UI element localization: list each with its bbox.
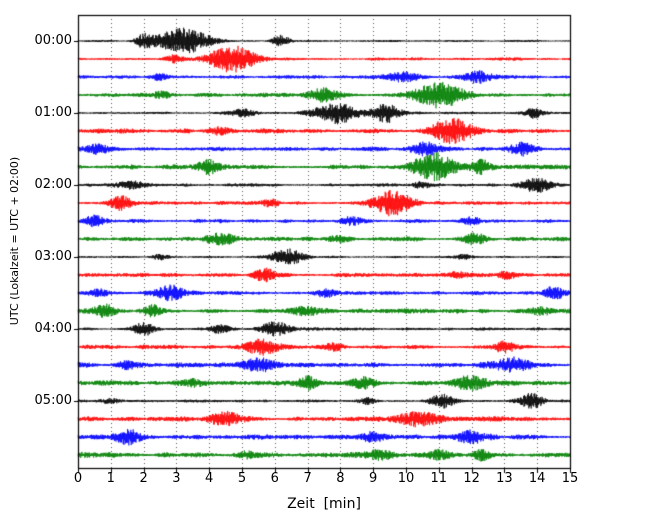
x-tick-label: 5 xyxy=(237,471,247,486)
y-tick-label: 00:00 xyxy=(34,33,72,48)
y-tick-label: 05:00 xyxy=(34,393,72,408)
y-tick-label: 01:00 xyxy=(34,105,72,120)
x-tick-label: 4 xyxy=(205,471,214,486)
y-axis-title: UTC (Lokalzeit = UTC + 02:00) xyxy=(8,156,21,326)
x-tick-label: 13 xyxy=(496,471,513,486)
x-axis-title: Zeit [min] xyxy=(287,496,361,512)
y-tick-label: 02:00 xyxy=(34,177,72,192)
x-tick-label: 7 xyxy=(303,471,312,486)
x-tick-label: 9 xyxy=(369,471,378,486)
x-tick-label: 12 xyxy=(463,471,480,486)
x-tick-label: 8 xyxy=(336,471,345,486)
y-tick-label: 03:00 xyxy=(34,249,72,264)
x-tick-label: 0 xyxy=(73,471,83,486)
x-tick-label: 14 xyxy=(528,471,546,486)
x-tick-label: 11 xyxy=(430,471,448,486)
x-tick-label: 2 xyxy=(139,471,148,486)
x-tick-label: 15 xyxy=(561,471,579,486)
y-tick-label: 04:00 xyxy=(34,321,72,336)
x-tick-label: 3 xyxy=(172,471,181,486)
x-tick-label: 1 xyxy=(106,471,115,486)
x-tick-label: 10 xyxy=(397,471,415,486)
x-tick-label: 6 xyxy=(270,471,279,486)
